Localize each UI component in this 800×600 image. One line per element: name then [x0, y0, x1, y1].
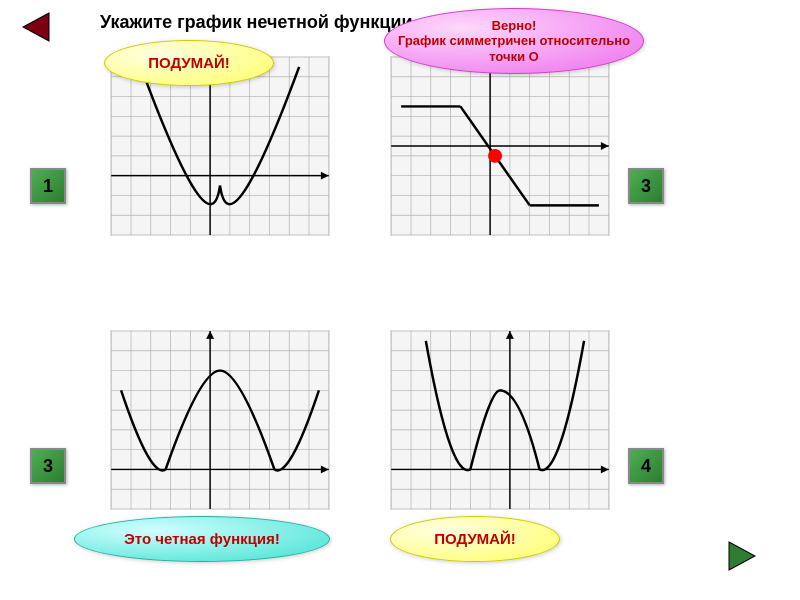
triangle-right-icon: [723, 538, 759, 574]
option-1-button[interactable]: 1: [30, 168, 66, 204]
bubble-think-2: ПОДУМАЙ!: [390, 516, 560, 562]
option-4-button[interactable]: 4: [628, 448, 664, 484]
option-label: 3: [641, 176, 651, 197]
nav-prev-button[interactable]: [18, 8, 56, 46]
bubble-even: Это четная функция!: [74, 516, 330, 562]
bubble-text: ПОДУМАЙ!: [434, 531, 516, 548]
option-label: 4: [641, 456, 651, 477]
page-title: Укажите график нечетной функции.: [100, 12, 418, 33]
bubble-think-1: ПОДУМАЙ!: [104, 40, 274, 86]
nav-next-button[interactable]: [722, 537, 760, 575]
bubble-correct: Верно! График симметричен относительно т…: [384, 8, 644, 74]
graph-4: [390, 330, 610, 510]
graph-2: [390, 56, 610, 236]
option-label: 3: [43, 456, 53, 477]
option-3-button[interactable]: 3: [30, 448, 66, 484]
bubble-text: Это четная функция!: [124, 531, 280, 548]
option-2-button[interactable]: 3: [628, 168, 664, 204]
option-label: 1: [43, 176, 53, 197]
bubble-text: Верно! График симметричен относительно т…: [393, 18, 635, 65]
graph-3: [110, 330, 330, 510]
triangle-left-icon: [19, 9, 55, 45]
bubble-text: ПОДУМАЙ!: [148, 55, 230, 72]
